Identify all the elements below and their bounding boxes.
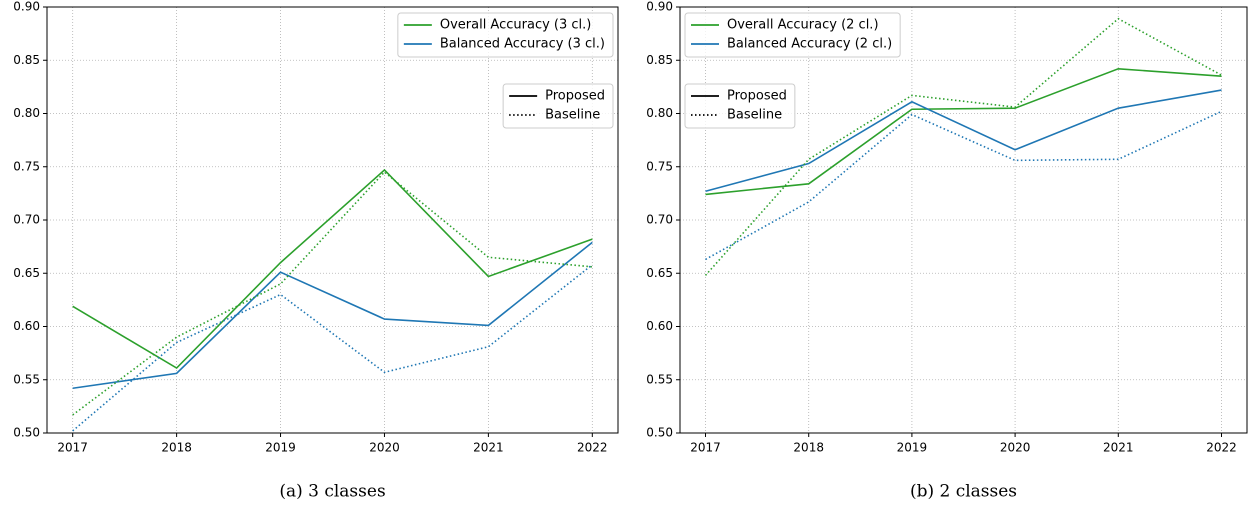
y-tick-label: 0.90 (646, 0, 673, 14)
data-line (705, 89, 1222, 193)
data-line (72, 241, 593, 390)
x-tick-label: 2020 (369, 441, 400, 455)
data-line (704, 17, 1222, 276)
legend-label: Balanced Accuracy (2 cl.) (727, 37, 892, 52)
legend-label: Proposed (545, 89, 605, 104)
legend: Proposed Baseline (502, 83, 614, 129)
y-tick-label: 0.85 (646, 53, 673, 67)
legend: Overall Accuracy (3 cl.) Balanced Accurac… (397, 12, 614, 58)
legend-label: Balanced Accuracy (3 cl.) (440, 37, 605, 52)
caption: (b) 2 classes (910, 482, 1017, 502)
axes-frame (46, 6, 619, 434)
y-tick-label: 0.55 (13, 372, 40, 386)
x-tick-label: 2020 (1000, 441, 1031, 455)
x-tick-label: 2018 (161, 441, 192, 455)
legend-label: Overall Accuracy (2 cl.) (727, 18, 879, 33)
legend-frame (684, 83, 796, 129)
y-tick-label: 0.75 (646, 159, 673, 173)
data-line (705, 67, 1222, 196)
y-tick-label: 0.60 (13, 319, 40, 333)
y-tick-label: 0.80 (646, 106, 673, 120)
chart: 0.50 0.55 0.60 0.65 0.70 0.75 0.80 0.85 0.90 2017… (13, 0, 619, 502)
legend-label: Proposed (727, 89, 787, 104)
legend-label: Baseline (727, 108, 782, 123)
y-tick-label: 0.85 (13, 53, 40, 67)
legend-label: Baseline (545, 108, 600, 123)
x-tick-label: 2022 (1206, 441, 1237, 455)
x-tick-label: 2017 (690, 441, 721, 455)
legend: Overall Accuracy (2 cl.) Balanced Accurac… (684, 12, 901, 58)
legend-label: Overall Accuracy (3 cl.) (440, 18, 592, 33)
axes-frame (679, 6, 1248, 434)
x-tick-label: 2021 (473, 441, 504, 455)
data-line (705, 110, 1222, 261)
plot-area (680, 7, 1247, 433)
y-tick-label: 0.70 (13, 213, 40, 227)
y-tick-label: 0.65 (13, 266, 40, 280)
caption: (a) 3 classes (279, 482, 385, 502)
y-tick-label: 0.65 (646, 266, 673, 280)
x-tick-label: 2017 (57, 441, 88, 455)
legend: Proposed Baseline (684, 83, 796, 129)
y-tick-label: 0.60 (646, 319, 673, 333)
y-tick-label: 0.50 (646, 426, 673, 440)
legend-frame (397, 12, 614, 58)
y-tick-label: 0.50 (13, 426, 40, 440)
x-tick-label: 2022 (577, 441, 608, 455)
y-tick-label: 0.70 (646, 213, 673, 227)
x-tick-label: 2019 (265, 441, 296, 455)
legend-frame (502, 83, 614, 129)
y-tick-label: 0.90 (13, 0, 40, 14)
y-tick-label: 0.80 (13, 106, 40, 120)
legend-frame (684, 12, 901, 58)
x-tick-label: 2021 (1103, 441, 1134, 455)
x-tick-label: 2019 (897, 441, 928, 455)
data-line (72, 170, 593, 416)
y-tick-label: 0.75 (13, 159, 40, 173)
y-tick-label: 0.55 (646, 372, 673, 386)
chart: 0.50 0.55 0.60 0.65 0.70 0.75 0.80 0.85 0.90 2017… (646, 0, 1248, 502)
x-tick-label: 2018 (793, 441, 824, 455)
